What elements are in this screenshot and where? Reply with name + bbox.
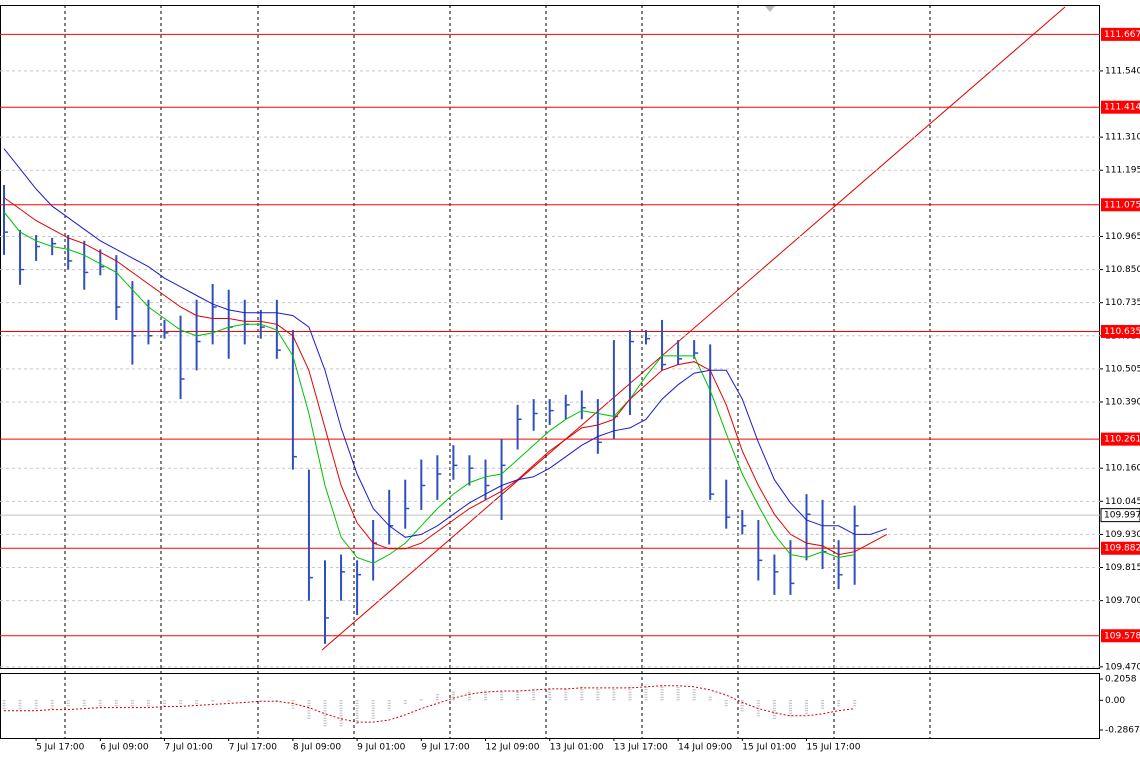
x-tick-label: 9 Jul 01:00 bbox=[357, 743, 406, 753]
level-label-box bbox=[1101, 432, 1140, 446]
level-label: 111.667 bbox=[1104, 30, 1140, 40]
osc-y-tick-label: 0.00 bbox=[1105, 696, 1125, 706]
shift-marker bbox=[765, 6, 775, 12]
level-label: 110.261 bbox=[1104, 435, 1140, 445]
y-tick-label: 109.700 bbox=[1105, 596, 1140, 606]
level-label-box bbox=[1101, 27, 1140, 41]
y-tick-label: 110.850 bbox=[1105, 265, 1140, 275]
y-tick-label: 111.195 bbox=[1105, 166, 1140, 176]
x-tick-label: 13 Jul 17:00 bbox=[614, 743, 668, 753]
level-label-box bbox=[1101, 198, 1140, 212]
osc-y-tick-label: 0.2058 bbox=[1105, 674, 1137, 684]
level-label-box bbox=[1101, 541, 1140, 555]
x-tick-label: 6 Jul 09:00 bbox=[100, 743, 149, 753]
x-tick-label: 8 Jul 09:00 bbox=[293, 743, 342, 753]
y-tick-label: 111.310 bbox=[1105, 133, 1140, 143]
x-tick-label: 15 Jul 01:00 bbox=[742, 743, 796, 753]
y-tick-label: 110.160 bbox=[1105, 464, 1140, 474]
x-tick-label: 15 Jul 17:00 bbox=[807, 743, 861, 753]
x-tick-label: 12 Jul 09:00 bbox=[486, 743, 540, 753]
level-label-box bbox=[1101, 100, 1140, 114]
level-label: 110.635 bbox=[1104, 327, 1140, 337]
y-tick-label: 109.815 bbox=[1105, 563, 1140, 573]
current-price-box bbox=[1100, 508, 1140, 523]
moving-average bbox=[3, 148, 887, 538]
x-tick-label: 7 Jul 01:00 bbox=[165, 743, 214, 753]
current-price-label: 109.997 bbox=[1104, 511, 1140, 521]
y-tick-label: 109.930 bbox=[1105, 530, 1140, 540]
moving-average bbox=[3, 197, 888, 556]
x-tick-label: 13 Jul 01:00 bbox=[550, 743, 604, 753]
y-tick-label: 110.965 bbox=[1105, 232, 1140, 242]
level-label: 109.578 bbox=[1104, 631, 1140, 641]
y-tick-label: 109.470 bbox=[1105, 662, 1140, 672]
main-frame bbox=[0, 5, 1100, 669]
y-tick-label: 110.505 bbox=[1105, 364, 1140, 374]
y-tick-label: 110.045 bbox=[1105, 497, 1140, 507]
x-tick-label: 9 Jul 17:00 bbox=[421, 743, 470, 753]
moving-average bbox=[3, 211, 855, 564]
level-label-box bbox=[1101, 629, 1140, 643]
y-tick-label: 110.390 bbox=[1105, 397, 1140, 407]
y-tick-label: 110.735 bbox=[1105, 298, 1140, 308]
level-label-box bbox=[1101, 324, 1140, 338]
osc-y-tick-label: -0.2867 bbox=[1105, 725, 1140, 735]
x-tick-label: 7 Jul 17:00 bbox=[229, 743, 278, 753]
x-tick-label: 5 Jul 17:00 bbox=[36, 743, 85, 753]
osc-signal bbox=[4, 685, 855, 723]
level-label: 111.414 bbox=[1104, 103, 1140, 113]
x-tick-label: 14 Jul 09:00 bbox=[678, 743, 732, 753]
trendline bbox=[321, 6, 1066, 651]
level-label: 111.075 bbox=[1104, 200, 1140, 210]
level-label: 109.882 bbox=[1104, 544, 1140, 554]
y-tick-label: 111.540 bbox=[1105, 66, 1140, 76]
